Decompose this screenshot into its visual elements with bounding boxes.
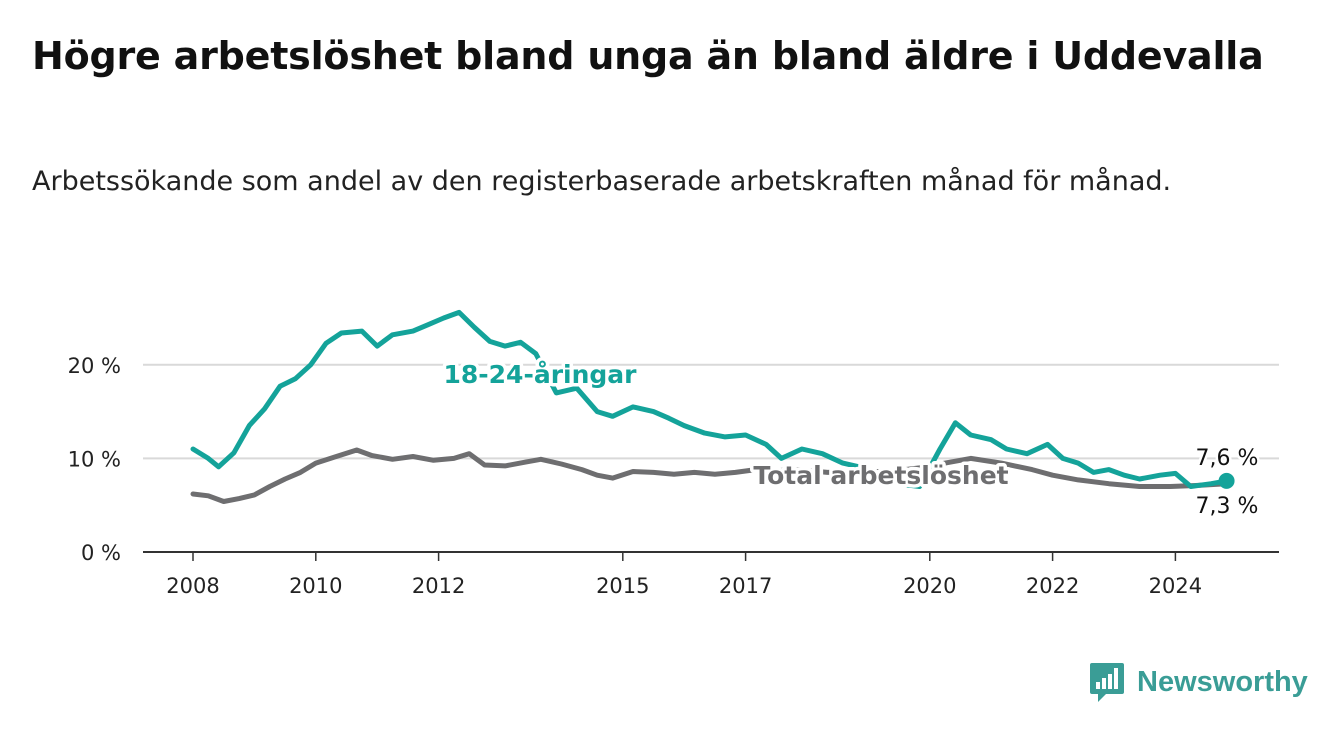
series-lines bbox=[190, 309, 1235, 504]
series-label-total: Total arbetslöshet bbox=[753, 461, 1008, 490]
gridlines bbox=[143, 363, 1279, 460]
chart-title: Högre arbetslöshet bland unga än bland ä… bbox=[32, 34, 1264, 78]
newsworthy-logo: Newsworthy bbox=[1089, 661, 1308, 703]
series-label-youth: 18-24-åringar bbox=[444, 360, 638, 389]
x-tick-label: 2017 bbox=[719, 574, 772, 598]
x-tick-label: 2022 bbox=[1026, 574, 1079, 598]
x-axis: 2008 2010 2012 2015 2017 2020 2022 2024 bbox=[143, 551, 1279, 598]
bar-chart-icon bbox=[1090, 663, 1124, 702]
x-tick-label: 2024 bbox=[1149, 574, 1202, 598]
x-tick-label: 2012 bbox=[412, 574, 465, 598]
x-tick-label: 2015 bbox=[596, 574, 649, 598]
series-endpoint-youth bbox=[1218, 472, 1235, 489]
end-label-youth: 7,6 % bbox=[1196, 446, 1259, 471]
chart-subtitle: Arbetssökande som andel av den registerb… bbox=[32, 166, 1172, 197]
brand-name: Newsworthy bbox=[1137, 665, 1308, 698]
y-tick-label: 10 % bbox=[68, 447, 121, 471]
y-axis: 0 % 10 % 20 % bbox=[68, 354, 121, 565]
x-tick-label: 2020 bbox=[903, 574, 956, 598]
y-tick-label: 20 % bbox=[68, 354, 121, 378]
y-tick-label: 0 % bbox=[81, 541, 121, 565]
series-line-total bbox=[190, 447, 1230, 504]
series-line-youth bbox=[190, 309, 1230, 489]
end-label-total: 7,3 % bbox=[1196, 494, 1259, 519]
series-labels: 18-24-åringar Total arbetslöshet 7,6 % 7,3 … bbox=[440, 357, 1261, 522]
x-tick-label: 2010 bbox=[289, 574, 342, 598]
x-tick-label: 2008 bbox=[166, 574, 219, 598]
